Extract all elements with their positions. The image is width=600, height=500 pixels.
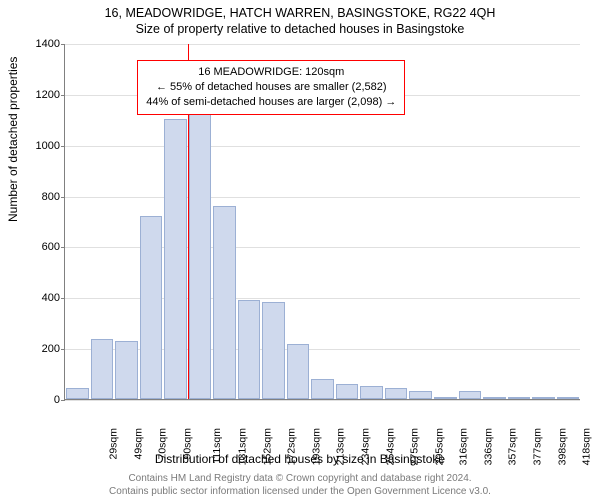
y-axis-label: Number of detached properties xyxy=(6,57,20,222)
y-tick-label: 200 xyxy=(22,343,60,355)
histogram-bar xyxy=(434,397,457,399)
histogram-bar xyxy=(115,341,138,399)
footer-line2: Contains public sector information licen… xyxy=(0,486,600,499)
title-subtitle: Size of property relative to detached ho… xyxy=(0,22,600,36)
footer-attribution: Contains HM Land Registry data © Crown c… xyxy=(0,473,600,498)
gridline xyxy=(65,400,580,401)
histogram-bar xyxy=(409,391,432,399)
footer-line1: Contains HM Land Registry data © Crown c… xyxy=(0,473,600,486)
histogram-bar xyxy=(189,114,212,399)
y-tick-label: 800 xyxy=(22,191,60,203)
histogram-bar xyxy=(66,388,89,399)
x-axis-label: Distribution of detached houses by size … xyxy=(0,452,600,466)
histogram-bar xyxy=(213,206,236,399)
x-axis-ticks: 29sqm49sqm70sqm90sqm111sqm131sqm152sqm17… xyxy=(64,400,580,454)
y-tick-label: 1200 xyxy=(22,89,60,101)
annotation-line1: 16 MEADOWRIDGE: 120sqm xyxy=(146,65,396,80)
title-address: 16, MEADOWRIDGE, HATCH WARREN, BASINGSTO… xyxy=(0,6,600,20)
chart-titles: 16, MEADOWRIDGE, HATCH WARREN, BASINGSTO… xyxy=(0,0,600,36)
histogram-bar xyxy=(385,388,408,399)
annotation-line3: 44% of semi-detached houses are larger (… xyxy=(146,95,396,110)
histogram-bar xyxy=(238,300,261,399)
histogram-bar xyxy=(532,397,555,399)
annotation-box: 16 MEADOWRIDGE: 120sqm ← 55% of detached… xyxy=(137,60,405,115)
histogram-bar xyxy=(336,384,359,399)
y-tick-label: 1400 xyxy=(22,38,60,50)
histogram-bar xyxy=(287,344,310,399)
y-tick-label: 0 xyxy=(22,394,60,406)
histogram-bar xyxy=(459,391,482,399)
histogram-bar xyxy=(508,397,531,399)
histogram-bar xyxy=(557,397,580,399)
chart-plot-area: 16 MEADOWRIDGE: 120sqm ← 55% of detached… xyxy=(64,44,580,400)
histogram-bar xyxy=(164,119,187,399)
y-tick-label: 400 xyxy=(22,292,60,304)
histogram-bar xyxy=(311,379,334,399)
y-tick-label: 600 xyxy=(22,241,60,253)
histogram-bar xyxy=(140,216,163,399)
plot-box: 16 MEADOWRIDGE: 120sqm ← 55% of detached… xyxy=(64,44,580,400)
annotation-line2: ← 55% of detached houses are smaller (2,… xyxy=(146,80,396,95)
histogram-bar xyxy=(360,386,383,399)
y-tick-label: 1000 xyxy=(22,140,60,152)
histogram-bar xyxy=(262,302,285,399)
y-axis-ticks: 0200400600800100012001400 xyxy=(22,44,60,400)
histogram-bar xyxy=(483,397,506,399)
histogram-bar xyxy=(91,339,114,399)
